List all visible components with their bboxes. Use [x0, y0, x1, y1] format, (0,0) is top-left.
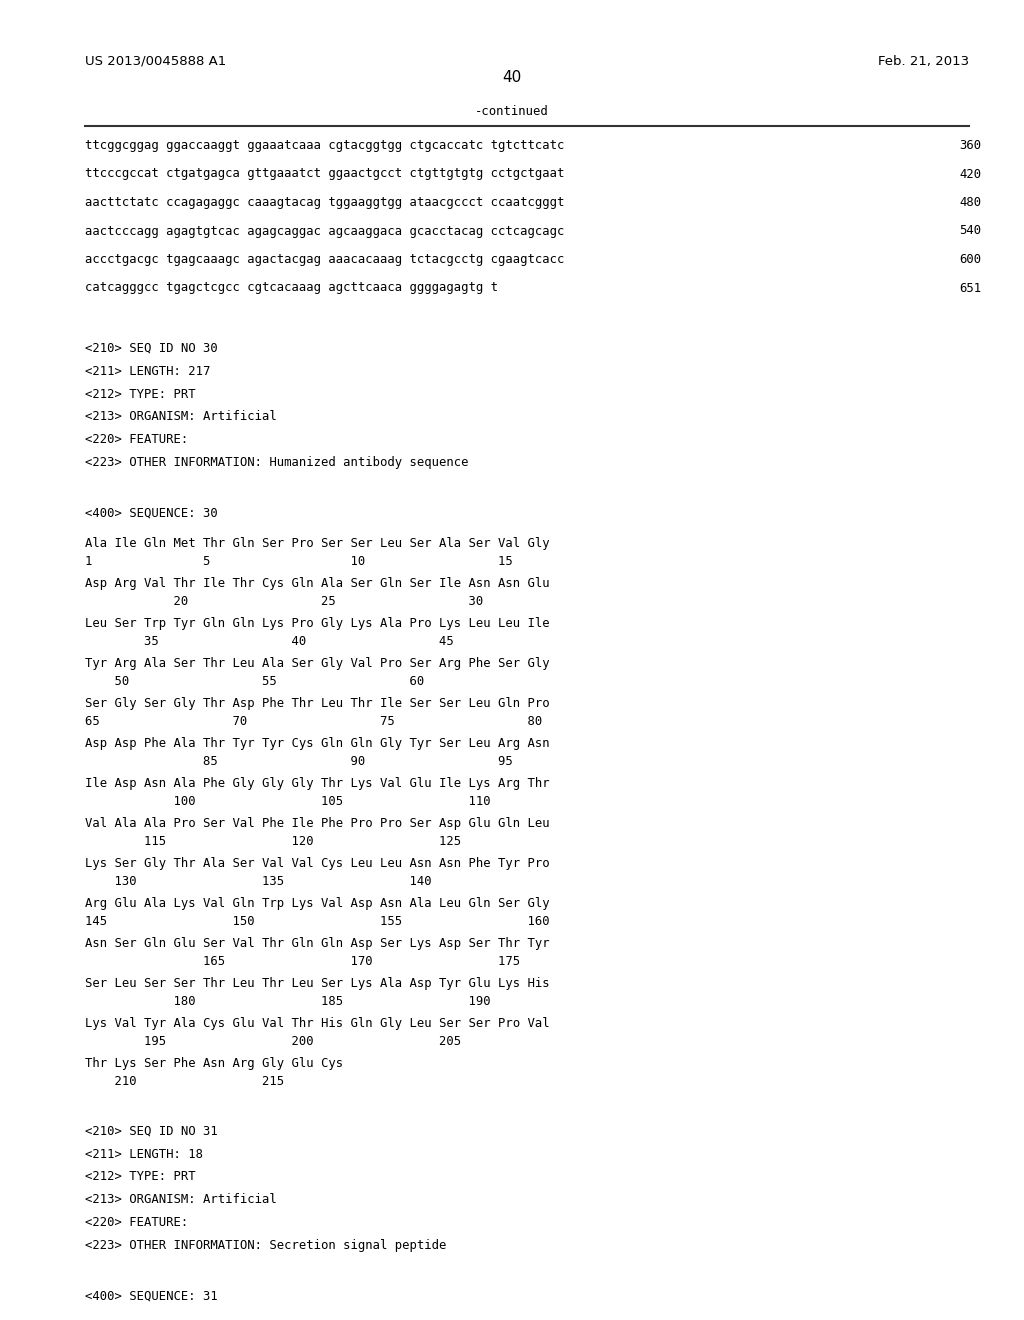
Text: 130                 135                 140: 130 135 140	[85, 875, 432, 888]
Text: Arg Glu Ala Lys Val Gln Trp Lys Val Asp Asn Ala Leu Gln Ser Gly: Arg Glu Ala Lys Val Gln Trp Lys Val Asp …	[85, 896, 550, 909]
Text: <211> LENGTH: 18: <211> LENGTH: 18	[85, 1147, 203, 1160]
Text: <210> SEQ ID NO 30: <210> SEQ ID NO 30	[85, 342, 218, 355]
Text: Ser Gly Ser Gly Thr Asp Phe Thr Leu Thr Ile Ser Ser Leu Gln Pro: Ser Gly Ser Gly Thr Asp Phe Thr Leu Thr …	[85, 697, 550, 710]
Text: Leu Ser Trp Tyr Gln Gln Lys Pro Gly Lys Ala Pro Lys Leu Leu Ile: Leu Ser Trp Tyr Gln Gln Lys Pro Gly Lys …	[85, 616, 550, 630]
Text: <400> SEQUENCE: 31: <400> SEQUENCE: 31	[85, 1290, 218, 1303]
Text: Ala Ile Gln Met Thr Gln Ser Pro Ser Ser Leu Ser Ala Ser Val Gly: Ala Ile Gln Met Thr Gln Ser Pro Ser Ser …	[85, 537, 550, 550]
Text: 651: 651	[959, 281, 981, 294]
Text: 35                  40                  45: 35 40 45	[85, 635, 454, 648]
Text: Feb. 21, 2013: Feb. 21, 2013	[878, 55, 969, 69]
Text: 180                 185                 190: 180 185 190	[85, 995, 490, 1008]
Text: 20                  25                  30: 20 25 30	[85, 595, 483, 609]
Text: 195                 200                 205: 195 200 205	[85, 1035, 461, 1048]
Text: <212> TYPE: PRT: <212> TYPE: PRT	[85, 1171, 196, 1184]
Text: Tyr Arg Ala Ser Thr Leu Ala Ser Gly Val Pro Ser Arg Phe Ser Gly: Tyr Arg Ala Ser Thr Leu Ala Ser Gly Val …	[85, 657, 550, 669]
Text: 115                 120                 125: 115 120 125	[85, 836, 461, 849]
Text: <220> FEATURE:: <220> FEATURE:	[85, 1216, 188, 1229]
Text: catcagggcc tgagctcgcc cgtcacaaag agcttcaaca ggggagagtg t: catcagggcc tgagctcgcc cgtcacaaag agcttca…	[85, 281, 498, 294]
Text: <213> ORGANISM: Artificial: <213> ORGANISM: Artificial	[85, 411, 276, 424]
Text: Lys Val Tyr Ala Cys Glu Val Thr His Gln Gly Leu Ser Ser Pro Val: Lys Val Tyr Ala Cys Glu Val Thr His Gln …	[85, 1016, 550, 1030]
Text: Asn Ser Gln Glu Ser Val Thr Gln Gln Asp Ser Lys Asp Ser Thr Tyr: Asn Ser Gln Glu Ser Val Thr Gln Gln Asp …	[85, 937, 550, 950]
Text: Thr Lys Ser Phe Asn Arg Gly Glu Cys: Thr Lys Ser Phe Asn Arg Gly Glu Cys	[85, 1057, 343, 1069]
Text: ttcccgccat ctgatgagca gttgaaatct ggaactgcct ctgttgtgtg cctgctgaat: ttcccgccat ctgatgagca gttgaaatct ggaactg…	[85, 168, 564, 181]
Text: <220> FEATURE:: <220> FEATURE:	[85, 433, 188, 446]
Text: Ile Asp Asn Ala Phe Gly Gly Gly Thr Lys Val Glu Ile Lys Arg Thr: Ile Asp Asn Ala Phe Gly Gly Gly Thr Lys …	[85, 776, 550, 789]
Text: <223> OTHER INFORMATION: Secretion signal peptide: <223> OTHER INFORMATION: Secretion signa…	[85, 1238, 446, 1251]
Text: 1               5                   10                  15: 1 5 10 15	[85, 556, 513, 569]
Text: 40: 40	[503, 70, 521, 84]
Text: US 2013/0045888 A1: US 2013/0045888 A1	[85, 55, 226, 69]
Text: aactcccagg agagtgtcac agagcaggac agcaaggaca gcacctacag cctcagcagc: aactcccagg agagtgtcac agagcaggac agcaagg…	[85, 224, 564, 238]
Text: 50                  55                  60: 50 55 60	[85, 676, 424, 688]
Text: Val Ala Ala Pro Ser Val Phe Ile Phe Pro Pro Ser Asp Glu Gln Leu: Val Ala Ala Pro Ser Val Phe Ile Phe Pro …	[85, 817, 550, 830]
Text: 600: 600	[959, 253, 981, 267]
Text: 85                  90                  95: 85 90 95	[85, 755, 513, 768]
Text: 210                 215: 210 215	[85, 1076, 284, 1088]
Text: aacttctatc ccagagaggc caaagtacag tggaaggtgg ataacgccct ccaatcgggt: aacttctatc ccagagaggc caaagtacag tggaagg…	[85, 195, 564, 209]
Text: <400> SEQUENCE: 30: <400> SEQUENCE: 30	[85, 507, 218, 520]
Text: <211> LENGTH: 217: <211> LENGTH: 217	[85, 364, 210, 378]
Text: 420: 420	[959, 168, 981, 181]
Text: 65                  70                  75                  80: 65 70 75 80	[85, 715, 543, 729]
Text: <223> OTHER INFORMATION: Humanized antibody sequence: <223> OTHER INFORMATION: Humanized antib…	[85, 455, 469, 469]
Text: -continued: -continued	[475, 106, 549, 117]
Text: Ser Leu Ser Ser Thr Leu Thr Leu Ser Lys Ala Asp Tyr Glu Lys His: Ser Leu Ser Ser Thr Leu Thr Leu Ser Lys …	[85, 977, 550, 990]
Text: <213> ORGANISM: Artificial: <213> ORGANISM: Artificial	[85, 1193, 276, 1206]
Text: 165                 170                 175: 165 170 175	[85, 956, 520, 969]
Text: 100                 105                 110: 100 105 110	[85, 795, 490, 808]
Text: 480: 480	[959, 195, 981, 209]
Text: <210> SEQ ID NO 31: <210> SEQ ID NO 31	[85, 1125, 218, 1138]
Text: Asp Arg Val Thr Ile Thr Cys Gln Ala Ser Gln Ser Ile Asn Asn Glu: Asp Arg Val Thr Ile Thr Cys Gln Ala Ser …	[85, 577, 550, 590]
Text: 540: 540	[959, 224, 981, 238]
Text: Lys Ser Gly Thr Ala Ser Val Val Cys Leu Leu Asn Asn Phe Tyr Pro: Lys Ser Gly Thr Ala Ser Val Val Cys Leu …	[85, 857, 550, 870]
Text: accctgacgc tgagcaaagc agactacgag aaacacaaag tctacgcctg cgaagtcacc: accctgacgc tgagcaaagc agactacgag aaacaca…	[85, 253, 564, 267]
Text: 145                 150                 155                 160: 145 150 155 160	[85, 915, 550, 928]
Text: 360: 360	[959, 139, 981, 152]
Text: Asp Asp Phe Ala Thr Tyr Tyr Cys Gln Gln Gly Tyr Ser Leu Arg Asn: Asp Asp Phe Ala Thr Tyr Tyr Cys Gln Gln …	[85, 737, 550, 750]
Text: <212> TYPE: PRT: <212> TYPE: PRT	[85, 388, 196, 400]
Text: ttcggcggag ggaccaaggt ggaaatcaaa cgtacggtgg ctgcaccatc tgtcttcatc: ttcggcggag ggaccaaggt ggaaatcaaa cgtacgg…	[85, 139, 564, 152]
